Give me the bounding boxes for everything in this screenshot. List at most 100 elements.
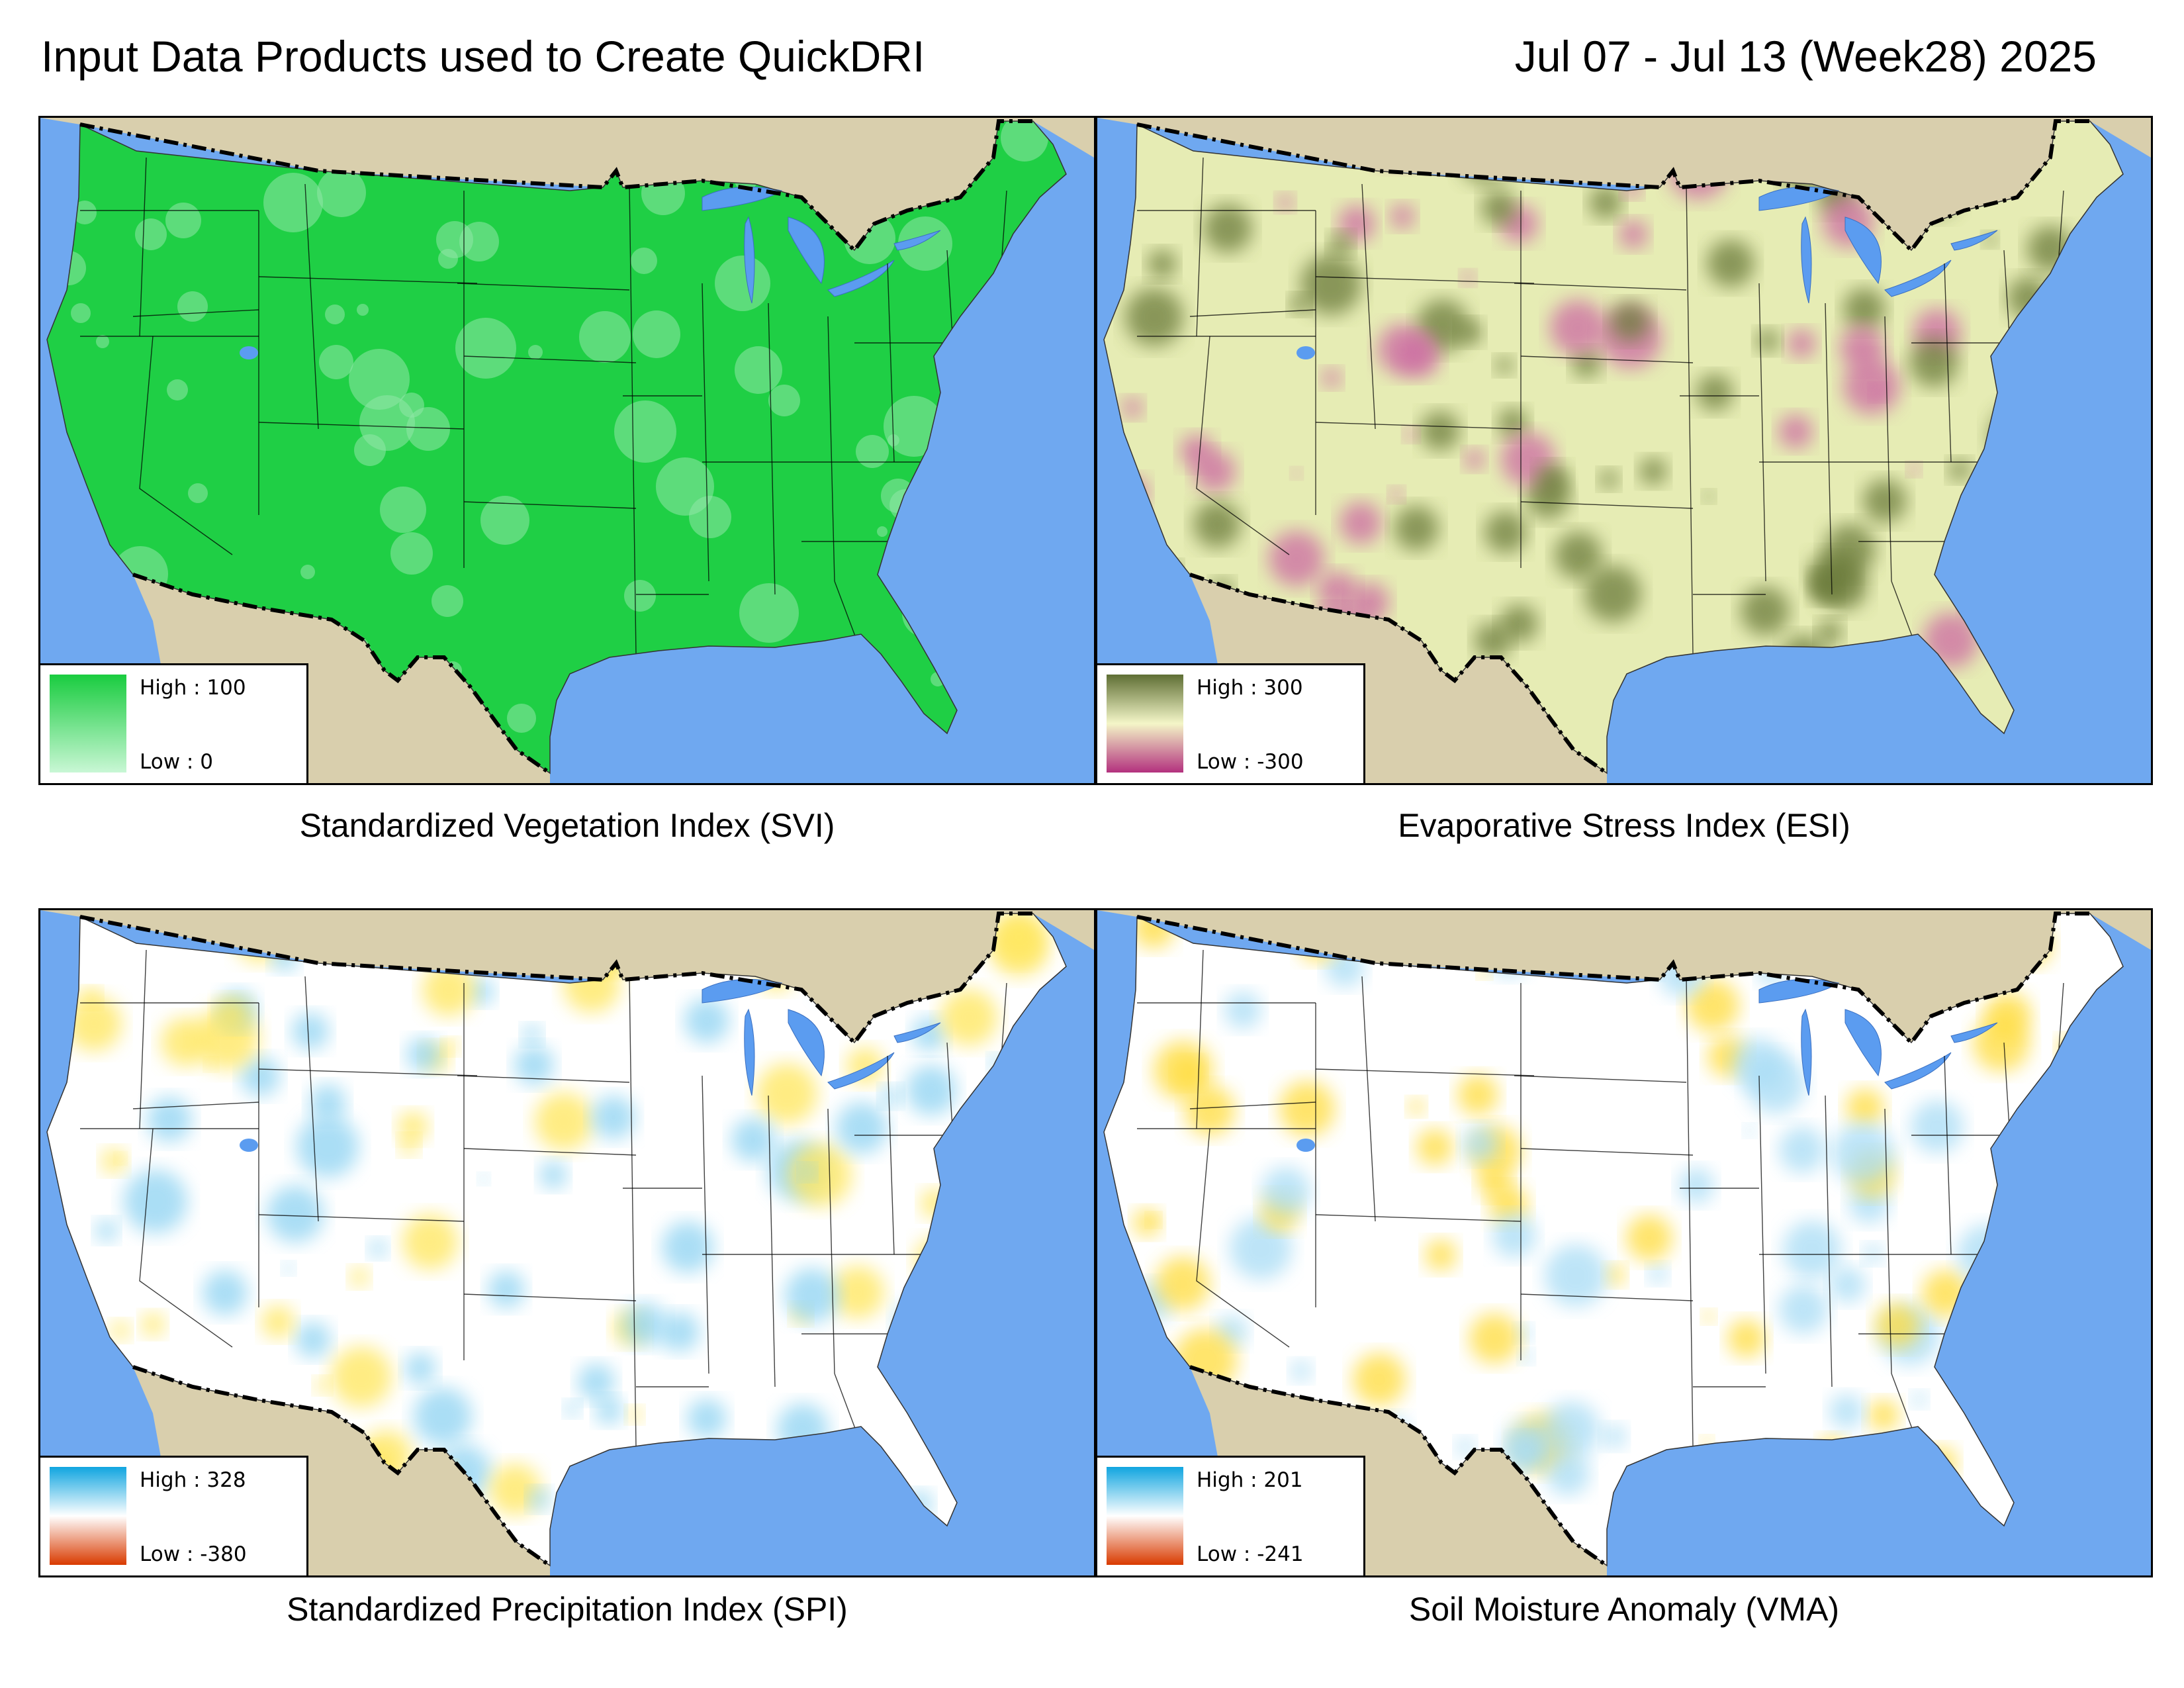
data-patch (292, 1013, 329, 1050)
state-boundary (132, 1102, 259, 1109)
data-patch (432, 585, 463, 617)
data-patch (1610, 302, 1650, 342)
vma-legend-high: High : 201 (1197, 1468, 1303, 1492)
data-patch (1746, 1054, 1805, 1113)
data-patch (422, 963, 475, 1016)
data-patch (528, 345, 543, 359)
great-lake (1801, 1008, 1812, 1096)
data-patch (205, 1058, 217, 1070)
svi-legend-low: Low : 0 (140, 750, 213, 774)
data-patch (565, 1401, 580, 1417)
great-lake (1844, 1009, 1882, 1077)
data-patch (1648, 1264, 1668, 1284)
data-patch (1678, 1168, 1714, 1203)
state-boundary (1315, 422, 1522, 430)
data-patch (1322, 368, 1342, 388)
data-patch (1829, 1394, 1864, 1429)
data-patch (188, 483, 208, 503)
data-patch (1863, 479, 1907, 523)
data-patch (319, 345, 353, 379)
data-patch (1545, 1244, 1607, 1307)
data-patch (1001, 121, 1048, 162)
state-boundary (1884, 316, 1892, 582)
state-boundary (768, 303, 776, 595)
data-patch (1463, 1126, 1498, 1162)
data-patch (1389, 487, 1404, 502)
data-patch (141, 1313, 165, 1336)
data-patch (684, 998, 729, 1043)
spi-map (40, 910, 1094, 1575)
state-boundary (139, 157, 147, 337)
data-patch (627, 1407, 643, 1423)
data-patch (1973, 1015, 2030, 1072)
data-patch (1555, 532, 1602, 579)
data-patch (317, 168, 366, 217)
data-patch (1778, 414, 1813, 449)
data-patch (592, 1096, 635, 1139)
data-patch (1875, 1303, 1920, 1348)
data-patch (480, 496, 529, 545)
main-title: Input Data Products used to Create Quick… (41, 32, 925, 81)
esi-caption: Evaporative Stress Index (ESI) (1398, 807, 1850, 844)
great-salt-lake (1297, 346, 1315, 359)
data-patch (1602, 1425, 1626, 1448)
data-patch (735, 346, 782, 394)
mexico-border (132, 573, 551, 775)
us-land (1104, 914, 2123, 1566)
state-boundary (258, 276, 478, 284)
data-patch (1909, 338, 1958, 387)
data-patch (325, 305, 345, 324)
svi-legend-high: High : 100 (140, 676, 246, 700)
data-patch (261, 1305, 295, 1338)
state-boundary (1196, 1128, 1290, 1348)
data-patch (147, 1097, 192, 1142)
state-boundary (457, 1075, 630, 1083)
data-patch (1125, 288, 1183, 346)
data-patch (1492, 1214, 1536, 1258)
data-patch (1703, 491, 1715, 502)
spi-legend-high: High : 328 (140, 1468, 246, 1492)
data-patch (906, 1065, 956, 1115)
data-patch (167, 379, 188, 400)
esi-legend-high: High : 300 (1197, 676, 1303, 700)
great-lake (1950, 1022, 1998, 1043)
state-boundary (1758, 283, 1766, 582)
data-patch (739, 583, 799, 643)
esi-legend-ramp (1107, 675, 1183, 773)
great-lake (702, 978, 783, 1004)
mexico-border (132, 1365, 551, 1568)
data-patch (369, 1239, 387, 1258)
data-patch (715, 256, 770, 311)
spi-legend: High : 328 Low : -380 (40, 1456, 308, 1575)
svi-legend-ramp (50, 675, 126, 773)
data-patch (300, 565, 315, 579)
data-patch (535, 1092, 593, 1150)
state-boundary (702, 1075, 709, 1374)
data-patch (528, 1488, 551, 1511)
state-boundary (1514, 1075, 1687, 1083)
vma-legend-low: Low : -241 (1197, 1542, 1304, 1566)
data-patch (404, 1352, 436, 1384)
state-boundary (629, 976, 637, 1447)
data-patch (1779, 1127, 1825, 1173)
data-patch (349, 1267, 369, 1287)
data-patch (1741, 586, 1790, 635)
data-patch (1639, 457, 1667, 485)
state-boundary (1520, 1293, 1694, 1301)
mexico-border (1189, 573, 1608, 775)
data-patch (1948, 459, 1971, 481)
data-patch (1133, 1209, 1161, 1237)
data-patch (522, 1025, 542, 1045)
data-patch (1744, 1125, 1756, 1137)
state-boundary (827, 1108, 835, 1374)
great-lake (744, 216, 755, 304)
state-boundary (463, 1148, 637, 1156)
data-patch (1122, 397, 1143, 418)
data-patch (1154, 1041, 1213, 1100)
data-patch (1779, 1285, 1828, 1334)
data-patch (785, 1268, 839, 1323)
state-boundary (1315, 276, 1535, 284)
data-patch (1756, 329, 1780, 353)
data-patch (177, 291, 208, 322)
great-lake (1801, 216, 1812, 304)
